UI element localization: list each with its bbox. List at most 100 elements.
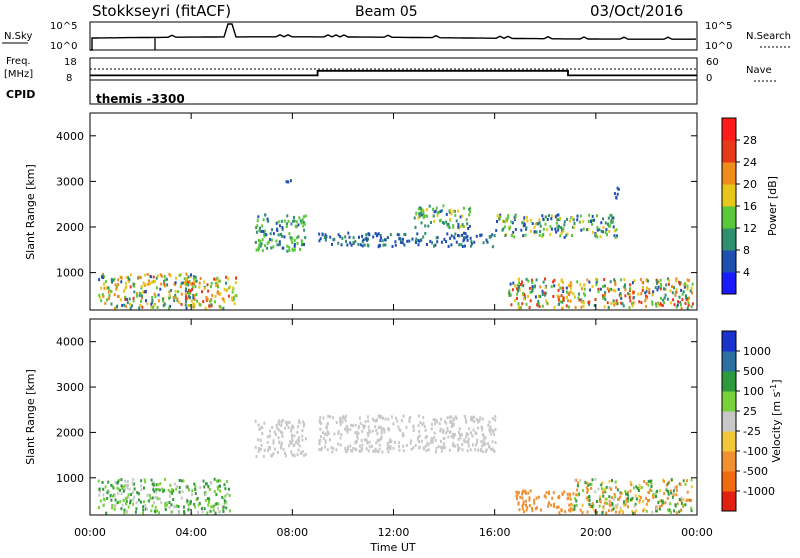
velocity-echo-cell — [465, 432, 468, 436]
velocity-echo-cell — [398, 440, 401, 444]
power-echo-cell — [358, 235, 360, 239]
velocity-echo-cell — [658, 507, 661, 511]
power-echo-cell — [462, 206, 465, 210]
velocity-echo-cell — [295, 440, 298, 444]
velocity-echo-cell — [117, 478, 120, 482]
velocity-echo-cell — [339, 422, 342, 426]
velocity-echo-cell — [106, 491, 109, 495]
power-echo-cell — [261, 238, 264, 242]
velocity-echo-cell — [619, 508, 622, 512]
power-echo-cell — [604, 221, 607, 225]
power-echo-cell — [570, 284, 573, 288]
power-echo-cell — [633, 279, 636, 283]
velocity-echo-cell — [301, 450, 304, 453]
velocity-echo-cell — [573, 504, 576, 508]
velocity-echo-cell — [672, 489, 675, 493]
velocity-echo-cell — [682, 498, 685, 502]
power-echo-cell — [114, 283, 117, 287]
power-echo-cell — [187, 283, 190, 287]
velocity-echo-cell — [123, 511, 126, 515]
power-echo-cell — [629, 287, 631, 291]
velocity-echo-cell — [261, 426, 264, 429]
power-echo-cell — [598, 228, 601, 232]
power-echo-cell — [660, 303, 663, 307]
velocity-echo-cell — [574, 478, 577, 482]
power-echo-cell — [213, 277, 216, 281]
power-echo-cell — [539, 285, 542, 289]
velocity-echo-cell — [197, 503, 200, 507]
power-echo-cell — [559, 300, 562, 304]
power-echo-cell — [422, 212, 425, 216]
power-echo-cell — [435, 206, 438, 210]
velocity-echo-cell — [217, 502, 220, 506]
velocity-echo-cell — [213, 490, 216, 494]
power-echo-cell — [608, 229, 611, 233]
power-echo-cell — [286, 249, 289, 253]
power-echo-cell — [141, 296, 143, 300]
velocity-echo-cell — [390, 440, 393, 444]
velocity-echo-cell — [224, 494, 227, 498]
power-echo-cell — [198, 281, 201, 285]
velocity-echo-cell — [587, 483, 590, 487]
velocity-echo-cell — [631, 496, 634, 500]
velocity-echo-cell — [605, 497, 608, 501]
velocity-echo-cell — [332, 416, 335, 420]
power-echo-cell — [303, 228, 306, 232]
velocity-echo-cell — [121, 503, 124, 507]
velocity-echo-cell — [387, 417, 390, 421]
power-echo-cell — [117, 278, 120, 282]
velocity-echo-cell — [224, 487, 227, 491]
velocity-echo-cell — [656, 489, 659, 493]
velocity-echo-cell — [112, 486, 115, 490]
power-echo-cell — [202, 300, 205, 304]
velocity-echo-cell — [624, 502, 627, 506]
power-echo-cell — [572, 218, 575, 222]
power-echo-cell — [688, 296, 691, 300]
power-echo-cell — [573, 221, 576, 225]
velocity-echo-cell — [333, 432, 336, 436]
power-colorbar-cell — [722, 140, 736, 163]
power-echo-cell — [586, 228, 588, 232]
power-echo-cell — [191, 287, 194, 291]
power-echo-cell — [384, 238, 386, 242]
velocity-echo-cell — [257, 423, 260, 427]
velocity-echo-cell — [166, 501, 169, 504]
power-echo-cell — [560, 226, 563, 230]
velocity-echo-cell — [354, 431, 357, 435]
velocity-echo-cell — [663, 480, 666, 483]
power-echo-cell — [602, 296, 604, 300]
velocity-echo-cell — [634, 511, 636, 515]
velocity-echo-cell — [298, 444, 301, 448]
velocity-echo-cell — [625, 497, 628, 501]
power-echo-cell — [149, 275, 152, 279]
power-echo-cell — [300, 221, 303, 225]
velocity-echo-cell — [367, 419, 370, 423]
velocity-echo-cell — [666, 496, 669, 500]
power-echo-cell — [150, 302, 153, 306]
power-echo-cell — [565, 233, 568, 237]
power-echo-cell — [525, 277, 528, 281]
power-echo-cell — [259, 239, 262, 243]
velocity-echo-cell — [374, 425, 377, 429]
velocity-echo-cell — [386, 442, 389, 446]
velocity-echo-cell — [113, 494, 116, 498]
velocity-echo-cell — [324, 439, 327, 443]
power-echo-cell — [178, 300, 181, 304]
velocity-echo-cell — [591, 478, 594, 482]
power-echo-cell — [641, 289, 644, 292]
velocity-echo-cell — [375, 428, 378, 432]
velocity-echo-cell — [611, 501, 614, 505]
power-echo-cell — [612, 299, 615, 303]
power-echo-cell — [184, 292, 187, 296]
power-echo-cell — [227, 294, 230, 298]
velocity-echo-cell — [452, 417, 455, 421]
velocity-echo-cell — [277, 436, 280, 440]
power-echo-cell — [394, 240, 397, 244]
velocity-echo-cell — [217, 479, 220, 483]
power-echo-cell — [685, 294, 687, 298]
velocity-echo-cell — [256, 438, 259, 442]
power-echo-cell — [164, 278, 167, 282]
velocity-echo-cell — [577, 493, 580, 497]
